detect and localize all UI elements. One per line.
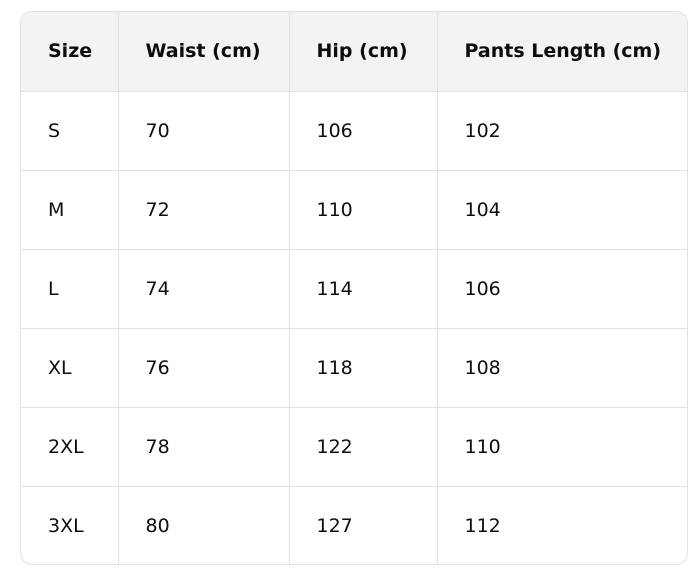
size-chart-table: Size Waist (cm) Hip (cm) Pants Length (c… [21,12,687,564]
table-header-row: Size Waist (cm) Hip (cm) Pants Length (c… [21,12,687,92]
cell-pants-length: 102 [437,91,687,171]
table-row: 3XL 80 127 112 [21,486,687,564]
table-row: L 74 114 106 [21,249,687,329]
cell-hip: 118 [289,328,438,408]
cell-waist: 76 [118,328,290,408]
cell-size: M [21,170,119,250]
cell-pants-length: 106 [437,249,687,329]
cell-hip: 106 [289,91,438,171]
cell-waist: 70 [118,91,290,171]
cell-size: L [21,249,119,329]
cell-hip: 127 [289,486,438,564]
header-size: Size [21,12,119,92]
table-row: 2XL 78 122 110 [21,407,687,487]
cell-hip: 114 [289,249,438,329]
cell-hip: 122 [289,407,438,487]
cell-pants-length: 104 [437,170,687,250]
table-row: S 70 106 102 [21,91,687,171]
cell-waist: 80 [118,486,290,564]
cell-waist: 78 [118,407,290,487]
cell-size: XL [21,328,119,408]
header-waist: Waist (cm) [118,12,290,92]
cell-size: S [21,91,119,171]
cell-waist: 74 [118,249,290,329]
cell-size: 3XL [21,486,119,564]
table-row: XL 76 118 108 [21,328,687,408]
header-hip: Hip (cm) [289,12,438,92]
header-pants-length: Pants Length (cm) [437,12,687,92]
cell-pants-length: 110 [437,407,687,487]
cell-pants-length: 112 [464,514,501,537]
cell-hip: 110 [289,170,438,250]
table-row: M 72 110 104 [21,170,687,250]
cell-pants-length: 108 [437,328,687,408]
cell-size: 2XL [21,407,119,487]
cell-waist: 72 [118,170,290,250]
size-chart-table-container: Size Waist (cm) Hip (cm) Pants Length (c… [20,11,688,565]
